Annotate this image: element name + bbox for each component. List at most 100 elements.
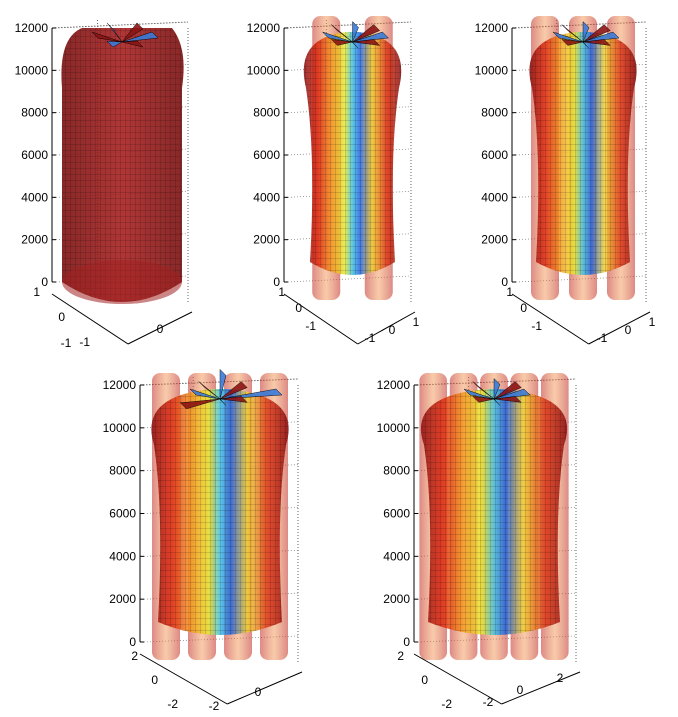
- surface-body: [61, 22, 184, 304]
- surface-blade: [552, 31, 584, 43]
- z-tick-label: 2000: [383, 592, 410, 606]
- z-tick-label: 8000: [481, 106, 508, 120]
- surface-body: [529, 16, 637, 300]
- surface-blade: [331, 24, 353, 43]
- surface-blade: [219, 381, 248, 400]
- z-tick-label: 6000: [253, 148, 280, 162]
- z-tick-label: 0: [501, 275, 508, 289]
- y-tick-label: 0: [295, 301, 302, 315]
- x-tick-label: 2: [557, 671, 564, 685]
- z-tick-label: 2000: [21, 233, 48, 247]
- z-tick-label: 10000: [247, 63, 281, 77]
- surface-blade: [121, 31, 159, 43]
- x-tick-label: 1: [649, 315, 656, 329]
- x-tick-label: 0: [157, 322, 164, 336]
- grid-line: [55, 21, 189, 29]
- z-tick-label: 10000: [475, 63, 509, 77]
- z-tick-label: 12000: [475, 21, 509, 35]
- surface-blade: [189, 388, 221, 400]
- surface-blade: [472, 381, 495, 400]
- surface-blade: [121, 40, 144, 48]
- surface-body: [303, 16, 402, 300]
- y-tick-label: -1: [305, 319, 316, 333]
- y-tick-label: 1: [33, 285, 40, 299]
- surface-mesh: [303, 32, 402, 275]
- x-tick-label: 0: [517, 683, 524, 697]
- surface-body: [151, 368, 289, 660]
- surface-blade: [322, 31, 353, 43]
- surface-blade: [198, 381, 221, 400]
- z-tick-label: 8000: [21, 106, 48, 120]
- z-tick-label: 0: [273, 275, 280, 289]
- surface-mesh: [61, 28, 184, 302]
- z-tick-label: 12000: [103, 378, 137, 392]
- surface-blade: [493, 396, 522, 403]
- z-tick-label: 4000: [383, 549, 410, 563]
- y-tick-label: 2: [397, 649, 404, 663]
- surface-blade: [472, 396, 495, 403]
- y-axis-line: [283, 293, 359, 345]
- z-tick-label: 4000: [21, 190, 48, 204]
- x-tick-label: -1: [365, 331, 376, 345]
- y-axis-line: [511, 293, 589, 345]
- surface-body: [419, 373, 569, 660]
- z-tick-label: 6000: [21, 148, 48, 162]
- x-tick-label: 0: [255, 685, 262, 699]
- surface-blade: [493, 381, 522, 400]
- x-axis-line: [588, 311, 651, 345]
- z-tick-label: 10000: [103, 421, 137, 435]
- z-tick-label: 2000: [253, 233, 280, 247]
- x-tick-label: -1: [597, 331, 608, 345]
- cylinder-base: [62, 260, 182, 304]
- surface-mesh: [151, 389, 289, 635]
- z-tick-label: 4000: [481, 190, 508, 204]
- y-tick-label: 0: [421, 673, 428, 687]
- z-tick-label: 12000: [15, 21, 49, 35]
- surface-blade: [352, 39, 381, 46]
- z-tick-label: 8000: [109, 464, 136, 478]
- surface-blade: [91, 31, 123, 43]
- surface-blade: [463, 388, 495, 400]
- z-tick-label: 0: [41, 275, 48, 289]
- surface-blade: [582, 39, 611, 46]
- x-tick-label: 0: [625, 323, 632, 337]
- y-axis-line: [413, 653, 502, 705]
- surface-blade: [219, 368, 227, 400]
- surface-blade: [493, 377, 501, 400]
- z-tick-label: 10000: [15, 63, 49, 77]
- z-tick-label: 2000: [109, 592, 136, 606]
- y-axis-line: [139, 653, 228, 705]
- z-tick-label: 6000: [109, 507, 136, 521]
- surface-blade: [352, 20, 359, 43]
- surface-blade: [582, 24, 611, 43]
- z-tick-label: 8000: [383, 464, 410, 478]
- surface-blade: [106, 22, 123, 43]
- surface-blade: [121, 22, 144, 43]
- x-tick-label: 1: [413, 315, 420, 329]
- x-axis-line: [127, 311, 193, 345]
- x-tick-label: -2: [483, 695, 494, 709]
- y-tick-label: -2: [167, 697, 178, 711]
- z-tick-label: 12000: [247, 21, 281, 35]
- y-tick-label: 1: [278, 285, 285, 299]
- y-tick-label: 1: [506, 285, 513, 299]
- x-tick-label: -2: [209, 699, 220, 713]
- surface-blade: [219, 388, 283, 400]
- surface-blade: [561, 24, 584, 43]
- y-tick-label: 0: [151, 673, 158, 687]
- z-tick-label: 8000: [253, 106, 280, 120]
- surface-mesh: [529, 32, 637, 275]
- z-tick-label: 2000: [481, 233, 508, 247]
- y-tick-label: -2: [441, 697, 452, 711]
- surface-blade: [352, 24, 381, 43]
- surface-blade: [561, 39, 584, 46]
- z-tick-label: 6000: [383, 507, 410, 521]
- y-tick-label: 0: [58, 310, 65, 324]
- z-tick-label: 4000: [109, 549, 136, 563]
- y-tick-label: -1: [79, 335, 90, 349]
